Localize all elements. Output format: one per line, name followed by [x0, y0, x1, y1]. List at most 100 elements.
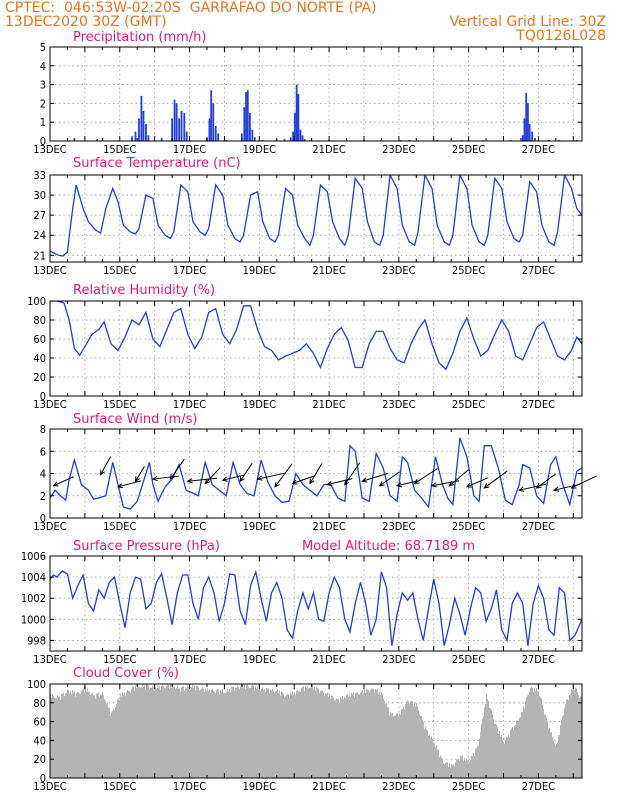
header-datetime: 13DEC2020 30Z (GMT)	[5, 14, 167, 30]
header: CPTEC: 046:53W-02:20S GARRAFAO DO NORTE …	[0, 0, 618, 44]
cloud-bar	[427, 729, 428, 778]
cloud-bar	[478, 745, 479, 778]
cloud-bar	[289, 697, 290, 778]
cloud-bar	[425, 726, 426, 778]
precip-bar	[217, 133, 220, 141]
cloud-bar	[340, 697, 341, 778]
wind-vector	[309, 463, 323, 484]
cloud-bar	[91, 694, 92, 778]
cloud-bar	[541, 698, 542, 778]
cloud-bar	[580, 696, 581, 778]
precip-bar	[531, 131, 534, 141]
precip-bar	[142, 110, 145, 141]
cloud-bar	[454, 765, 455, 778]
cloud-bar	[442, 759, 443, 778]
cloud-bar	[234, 690, 235, 778]
cloud-bar	[503, 742, 504, 778]
cloud-bar	[512, 727, 513, 778]
cloud-bar	[457, 759, 458, 778]
cloud-bar	[568, 700, 569, 778]
x-tick-label: 17DEC	[173, 264, 206, 277]
cloud-bar	[65, 693, 66, 778]
cloud-bar	[519, 717, 520, 778]
y-tick-label: 24	[33, 229, 46, 242]
cloud-bar	[429, 735, 430, 778]
cloud-bar	[193, 688, 194, 778]
cloud-bar	[378, 694, 379, 778]
cloud-bar	[384, 701, 385, 778]
cloud-bar	[368, 689, 369, 778]
cloud-bar	[386, 703, 387, 778]
cloud-bar	[480, 732, 481, 778]
cloud-bar	[432, 739, 433, 778]
cloud-bar	[131, 688, 132, 778]
y-tick-label: 100	[27, 678, 46, 691]
cloud-bar	[175, 689, 176, 778]
cloud-bar	[370, 690, 371, 778]
cloud-bar	[57, 695, 58, 778]
cloud-bar	[420, 716, 421, 778]
cloud-bar	[486, 693, 487, 778]
cloud-bar	[202, 686, 203, 778]
y-tick-label: 1004	[21, 571, 46, 584]
cloud-bar	[463, 761, 464, 778]
cloud-bar	[292, 691, 293, 778]
cloud-bar	[72, 690, 73, 778]
cloud-bar	[203, 688, 204, 778]
cloud-bar	[408, 701, 409, 778]
cloud-bar	[205, 688, 206, 778]
cloud-bar	[509, 736, 510, 778]
cloud-bar	[334, 700, 335, 778]
wind-vector	[466, 477, 489, 488]
cloud-bar	[440, 755, 441, 778]
cloud-bar	[393, 716, 394, 778]
y-tick-label: 80	[33, 697, 46, 710]
cloud-bar	[470, 760, 471, 778]
plot-area	[50, 47, 582, 141]
cloud-bar	[286, 694, 287, 778]
cloud-bar	[472, 756, 473, 778]
y-tick-label: 0	[40, 390, 46, 403]
x-tick-label: 27DEC	[522, 264, 555, 277]
cloud-bar	[464, 758, 465, 778]
cloud-bar	[256, 688, 257, 778]
cloud-bar	[477, 746, 478, 778]
y-tick-label: 60	[33, 333, 46, 346]
cloud-bar	[261, 688, 262, 778]
cloud-bar	[335, 700, 336, 778]
cloud-bar	[70, 691, 71, 778]
cloud-bar	[550, 732, 551, 778]
precip-bar	[185, 131, 188, 141]
cloud-bar	[419, 714, 420, 778]
cloud-bar	[491, 709, 492, 778]
cloud-bar	[114, 710, 115, 778]
cloud-bar	[517, 720, 518, 778]
x-tick-label: 23DEC	[382, 520, 415, 533]
cloud-bar	[318, 688, 319, 778]
x-tick-label: 17DEC	[173, 143, 206, 156]
cloud-bar	[462, 755, 463, 778]
cloud-bar	[226, 691, 227, 778]
cloud-bar	[354, 697, 355, 778]
cloud-bar	[309, 687, 310, 778]
cloud-bar	[279, 690, 280, 778]
x-tick-label: 17DEC	[173, 398, 206, 411]
cloud-bar	[528, 695, 529, 778]
cloud-bar	[531, 686, 532, 778]
cloud-bar	[366, 688, 367, 778]
x-tick-label: 19DEC	[243, 780, 276, 793]
cloud-bar	[109, 707, 110, 778]
cloud-bar	[213, 690, 214, 778]
cloud-bar	[453, 763, 454, 778]
cloud-bar	[210, 692, 211, 778]
cloud-bar	[349, 695, 350, 778]
cloud-bar	[554, 743, 555, 778]
wind-vector-head	[518, 486, 525, 492]
cloud-bar	[499, 731, 500, 778]
cloud-bar	[299, 691, 300, 778]
cloud-bar	[170, 684, 171, 778]
wind-vector	[344, 462, 361, 485]
cloud-bar	[198, 687, 199, 778]
precip-bar	[297, 94, 300, 141]
cloud-bar	[460, 755, 461, 778]
